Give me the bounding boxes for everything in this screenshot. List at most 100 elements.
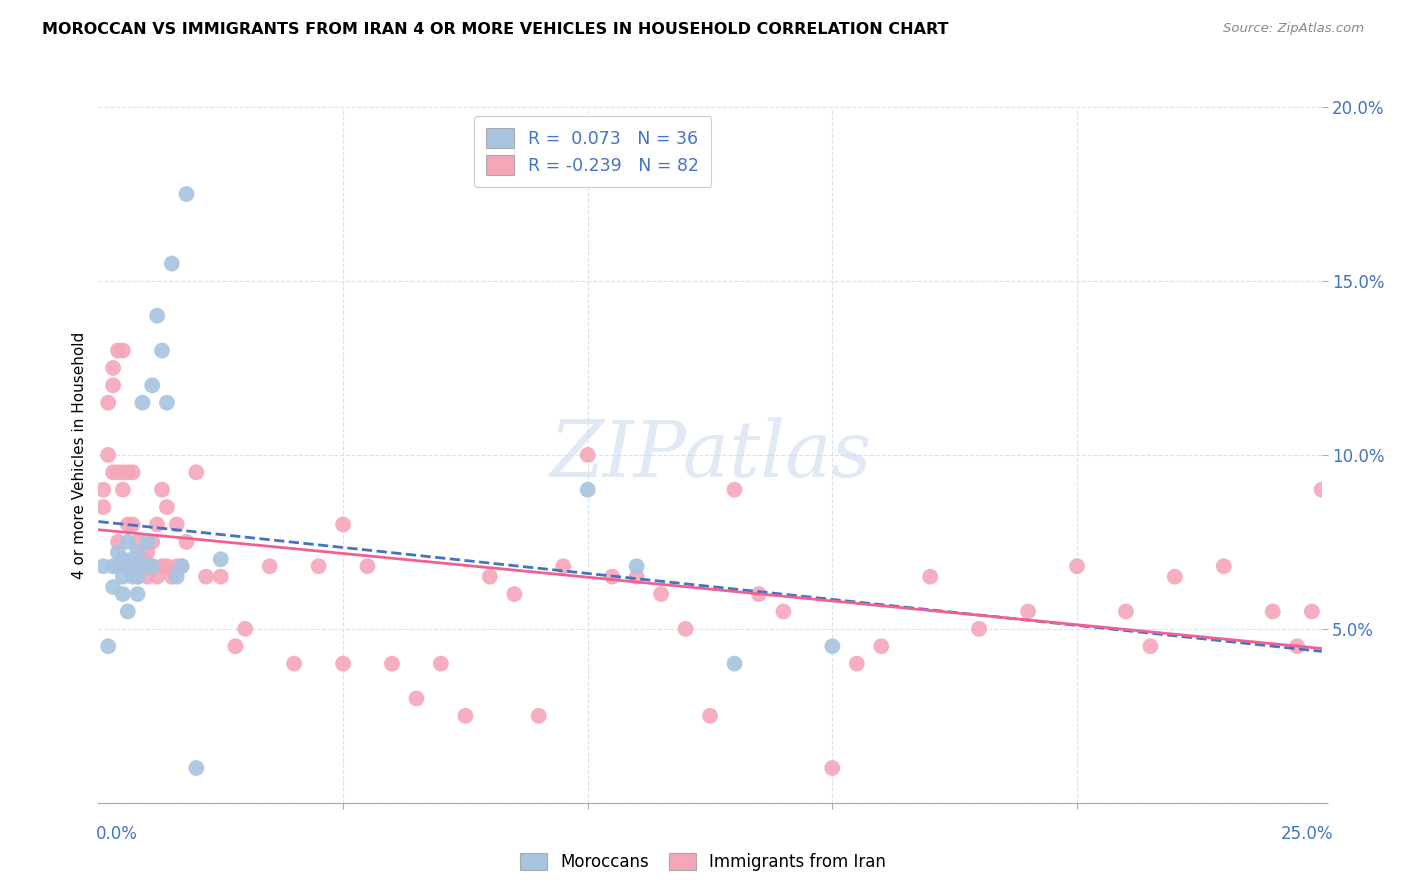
Point (1212, 559, 1234, 574)
Point (101, 559, 124, 574)
Point (160, 256, 183, 270)
Point (381, 657, 404, 671)
Legend: R =  0.073   N = 36, R = -0.239   N = 82: R = 0.073 N = 36, R = -0.239 N = 82 (474, 116, 711, 187)
Point (170, 559, 193, 574)
Point (209, 552, 232, 566)
Point (146, 309, 169, 323)
Point (1261, 605, 1284, 619)
Point (127, 534, 149, 549)
Point (127, 587, 149, 601)
Point (176, 187, 198, 202)
Point (156, 500, 179, 514)
Point (101, 360, 124, 375)
Point (699, 708, 721, 723)
Point (91, 500, 114, 514)
Point (723, 483, 745, 497)
Point (626, 570, 648, 584)
Text: Source: ZipAtlas.com: Source: ZipAtlas.com (1223, 22, 1364, 36)
Point (209, 570, 232, 584)
Point (332, 517, 354, 532)
Point (195, 570, 218, 584)
Point (430, 657, 453, 671)
Point (141, 378, 163, 392)
Point (117, 559, 139, 574)
Point (141, 559, 163, 574)
Point (1310, 483, 1333, 497)
Point (160, 570, 183, 584)
Point (821, 639, 844, 653)
Point (283, 657, 305, 671)
Point (454, 708, 477, 723)
Point (356, 559, 378, 574)
Point (650, 587, 672, 601)
Point (111, 343, 134, 358)
Point (131, 552, 153, 566)
Point (141, 534, 163, 549)
Point (1301, 605, 1323, 619)
Point (150, 343, 173, 358)
Point (170, 559, 193, 574)
Point (150, 559, 173, 574)
Point (156, 396, 179, 410)
Text: 0.0%: 0.0% (96, 825, 138, 843)
Point (503, 587, 526, 601)
Point (101, 378, 124, 392)
Point (146, 570, 169, 584)
Point (821, 761, 844, 775)
Point (675, 622, 697, 636)
Point (131, 559, 153, 574)
Point (527, 708, 550, 723)
Point (121, 552, 143, 566)
Point (117, 559, 139, 574)
Point (748, 587, 770, 601)
Point (553, 559, 575, 574)
Point (131, 559, 153, 574)
Point (967, 622, 990, 636)
Text: 25.0%: 25.0% (1281, 825, 1333, 843)
Point (845, 657, 868, 671)
Point (127, 570, 149, 584)
Point (101, 466, 124, 480)
Point (121, 517, 143, 532)
Point (870, 639, 893, 653)
Text: MOROCCAN VS IMMIGRANTS FROM IRAN 4 OR MORE VEHICLES IN HOUSEHOLD CORRELATION CHA: MOROCCAN VS IMMIGRANTS FROM IRAN 4 OR MO… (42, 22, 949, 37)
Text: ZIPatlas: ZIPatlas (548, 417, 872, 493)
Point (121, 570, 143, 584)
Point (91, 483, 114, 497)
Point (600, 570, 623, 584)
Point (1164, 570, 1187, 584)
Point (117, 517, 139, 532)
Point (1139, 639, 1161, 653)
Point (166, 559, 188, 574)
Point (136, 559, 159, 574)
Point (176, 534, 198, 549)
Point (117, 466, 139, 480)
Point (150, 483, 173, 497)
Point (127, 559, 149, 574)
Point (136, 570, 159, 584)
Point (101, 580, 124, 594)
Point (156, 559, 179, 574)
Point (224, 639, 246, 653)
Point (920, 570, 942, 584)
Point (478, 570, 501, 584)
Point (107, 534, 129, 549)
Point (405, 691, 427, 706)
Point (1286, 639, 1309, 653)
Point (186, 761, 208, 775)
Point (121, 466, 143, 480)
Point (136, 545, 159, 559)
Point (1017, 605, 1039, 619)
Point (97, 639, 120, 653)
Point (111, 483, 134, 497)
Y-axis label: 4 or more Vehicles in Household: 4 or more Vehicles in Household (72, 331, 87, 579)
Point (111, 552, 134, 566)
Point (308, 559, 330, 574)
Point (111, 587, 134, 601)
Point (332, 657, 354, 671)
Point (131, 396, 153, 410)
Point (107, 545, 129, 559)
Point (127, 545, 149, 559)
Point (166, 517, 188, 532)
Point (136, 534, 159, 549)
